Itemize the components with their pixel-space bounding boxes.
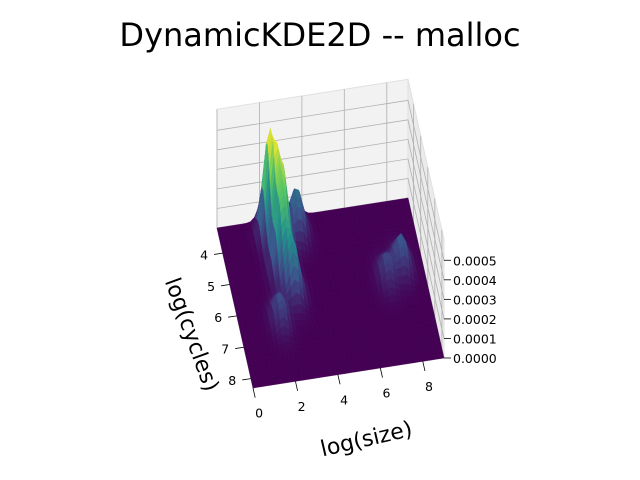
y-tick-label: 7 — [221, 342, 229, 357]
y-tick-label: 6 — [214, 310, 222, 325]
x-tick — [252, 387, 256, 398]
chart-title: DynamicKDE2D -- malloc — [119, 16, 521, 54]
z-tick-label: 0.0000 — [453, 351, 497, 366]
z-tick-label: 0.0004 — [453, 273, 497, 288]
y-tick — [235, 346, 244, 349]
y-tick — [213, 252, 223, 255]
surface-patch — [251, 383, 258, 389]
x-tick — [379, 367, 383, 378]
x-tick-label: 8 — [425, 379, 433, 394]
x-tick-label: 2 — [298, 399, 306, 414]
z-tick-label: 0.0003 — [453, 292, 497, 307]
x-axis-label: log(size) — [318, 417, 415, 462]
y-tick — [228, 315, 237, 318]
y-tick-label: 4 — [200, 247, 208, 262]
z-grid-line — [216, 99, 445, 261]
y-tick-label: 8 — [228, 373, 236, 388]
x-tick-label: 4 — [340, 392, 348, 407]
y-tick-label: 5 — [207, 279, 215, 294]
x-tick — [422, 361, 426, 372]
z-tick-label: 0.0005 — [453, 253, 497, 268]
y-tick — [221, 284, 230, 287]
z-tick-label: 0.0002 — [453, 312, 497, 327]
z-tick-label: 0.0001 — [453, 331, 497, 346]
x-tick — [295, 381, 298, 392]
y-tick — [242, 378, 251, 381]
density-surface — [216, 128, 445, 389]
axis-ticks: 0 2 4 6 8 4 5 6 7 8 0.0000 0.0001 0.0002 0.0003 0.0004… — [200, 247, 497, 420]
x-tick — [337, 374, 341, 385]
z-grid-line — [216, 119, 445, 280]
x-tick-label: 6 — [383, 386, 391, 401]
x-tick-label: 0 — [255, 406, 263, 421]
